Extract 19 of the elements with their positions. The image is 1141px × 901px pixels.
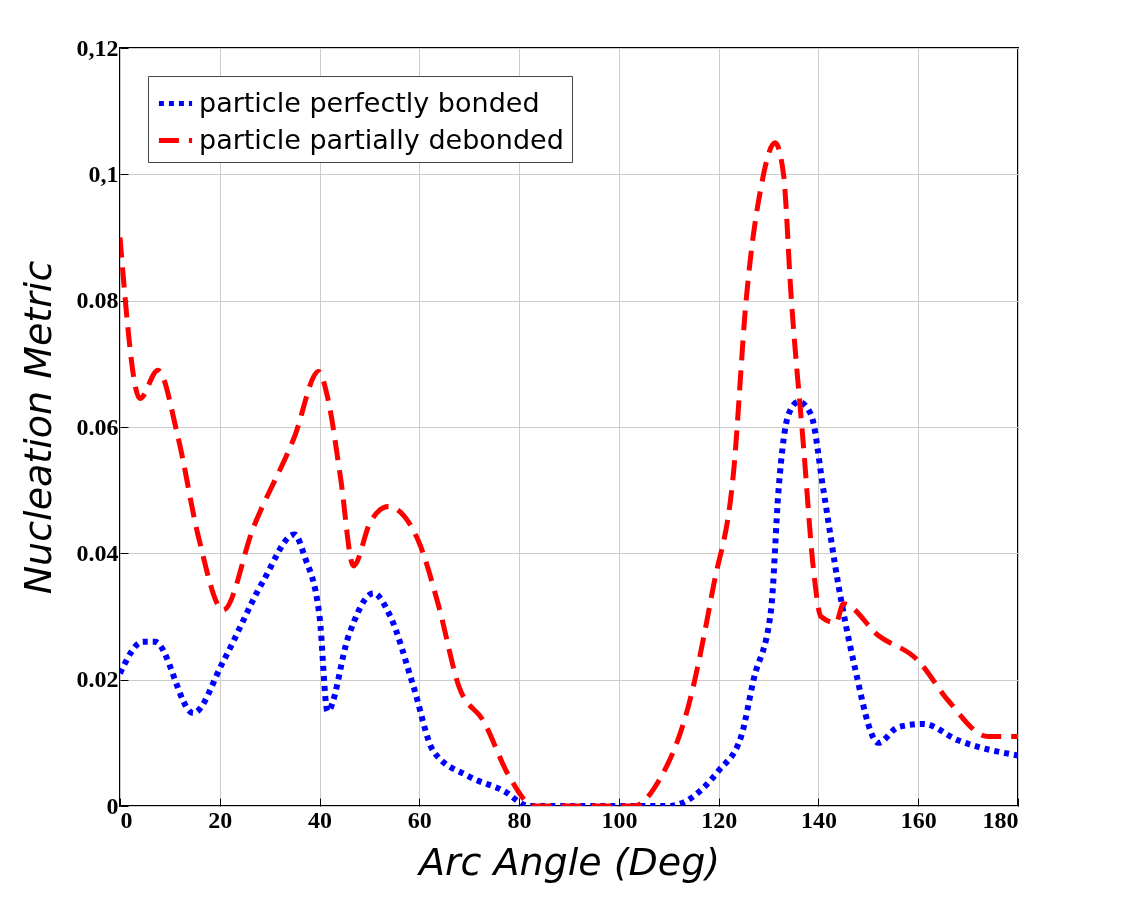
y-tick-label: 0.02 — [76, 666, 119, 693]
y-tick-label: 0,12 — [76, 34, 119, 61]
x-axis-title: Arc Angle (Deg) — [415, 839, 721, 884]
x-tick-label: 140 — [800, 806, 837, 833]
x-tick-label: 120 — [701, 806, 738, 833]
y-tick-label: 0,1 — [88, 160, 119, 187]
y-tick-label: 0.04 — [76, 539, 119, 566]
legend-label: particle partially debonded — [199, 123, 564, 155]
x-tick-label: 160 — [900, 806, 937, 833]
y-axis-title: Nucleation Metric — [15, 260, 60, 595]
x-tick-label: 40 — [308, 806, 333, 833]
legend-label: particle perfectly bonded — [199, 86, 540, 118]
x-tick-label: 100 — [601, 806, 638, 833]
x-tick-label: 180 — [982, 806, 1019, 833]
x-tick-label: 60 — [407, 806, 432, 833]
x-tick-label: 80 — [507, 806, 532, 833]
y-tick-label: 0.08 — [76, 287, 119, 314]
y-tick-label: 0.06 — [76, 413, 119, 440]
x-tick-label: 20 — [208, 806, 233, 833]
